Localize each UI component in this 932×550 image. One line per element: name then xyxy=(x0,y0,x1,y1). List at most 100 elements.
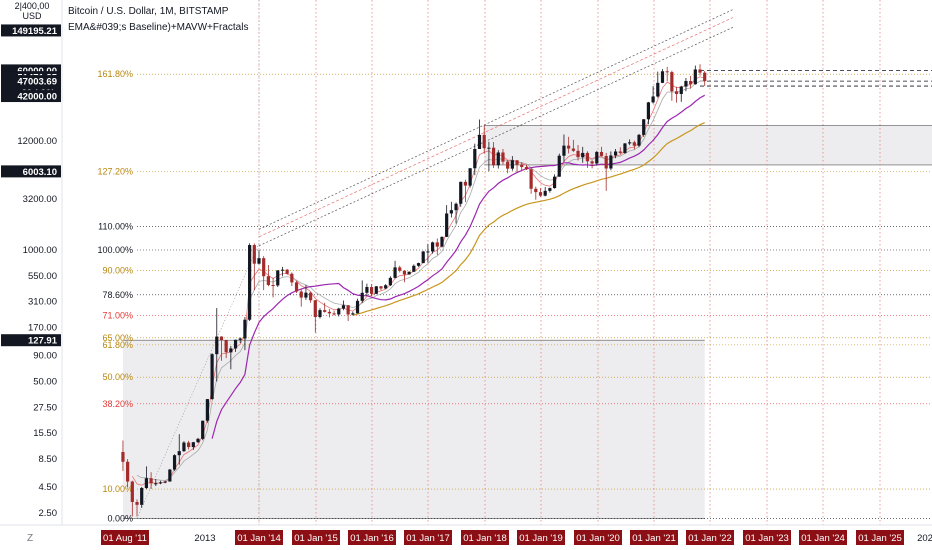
candle-2018-11[interactable] xyxy=(529,167,533,194)
candle-2012-05[interactable] xyxy=(163,480,167,484)
candle-2015-12[interactable] xyxy=(365,283,369,297)
candle-2013-08[interactable] xyxy=(233,339,238,352)
candle-2013-04[interactable] xyxy=(215,308,219,382)
candle-2012-04[interactable] xyxy=(158,480,163,485)
candle-2021-11[interactable] xyxy=(698,64,702,76)
candle-2021-10[interactable] xyxy=(693,65,697,85)
candle-2016-11[interactable] xyxy=(416,262,421,267)
candle-2013-01[interactable] xyxy=(201,420,205,441)
candle-2016-12[interactable] xyxy=(421,250,425,264)
candle-2014-12[interactable] xyxy=(309,291,313,303)
candle-2013-12[interactable] xyxy=(252,243,256,291)
candle-2020-06[interactable] xyxy=(618,147,622,155)
candle-2021-12[interactable] xyxy=(703,71,707,87)
candle-2014-03[interactable] xyxy=(266,265,270,287)
candle-2019-07[interactable] xyxy=(567,136,571,154)
candle-2017-10[interactable] xyxy=(468,168,472,188)
candle-2012-10[interactable] xyxy=(187,440,191,450)
candle-2020-02[interactable] xyxy=(599,146,604,157)
candle-2018-12[interactable] xyxy=(534,186,538,200)
candle-2021-05[interactable] xyxy=(670,70,674,101)
candle-2016-04[interactable] xyxy=(384,284,388,290)
candle-2012-03[interactable] xyxy=(154,479,158,487)
candle-2019-06[interactable] xyxy=(562,134,566,162)
candle-2015-03[interactable] xyxy=(323,302,327,313)
candle-2018-07[interactable] xyxy=(510,156,514,171)
candle-2021-02[interactable] xyxy=(656,71,660,98)
candle-2012-01[interactable] xyxy=(144,466,148,490)
candle-2021-06[interactable] xyxy=(674,86,679,103)
candle-2014-11[interactable] xyxy=(304,285,308,300)
candle-2019-12[interactable] xyxy=(590,160,594,169)
candle-2014-09[interactable] xyxy=(294,280,299,294)
candle-2020-01[interactable] xyxy=(595,150,599,166)
candle-2017-03[interactable] xyxy=(435,238,439,256)
zoom-toggle-button[interactable]: Z xyxy=(27,533,33,544)
candle-2021-04[interactable] xyxy=(665,66,669,82)
candle-2017-09[interactable] xyxy=(463,179,468,203)
candle-2018-08[interactable] xyxy=(515,160,519,173)
candle-2015-05[interactable] xyxy=(332,310,336,316)
candle-2020-09[interactable] xyxy=(632,140,636,150)
candle-2013-11[interactable] xyxy=(248,243,252,322)
candle-2019-11[interactable] xyxy=(585,151,590,168)
candle-2020-05[interactable] xyxy=(613,148,618,159)
candle-2012-09[interactable] xyxy=(182,441,186,453)
candle-2016-08[interactable] xyxy=(402,270,407,283)
candle-2020-08[interactable] xyxy=(628,139,632,146)
candle-2012-07[interactable] xyxy=(172,454,177,471)
candle-2017-08[interactable] xyxy=(459,181,463,207)
candle-2012-11[interactable] xyxy=(191,441,195,450)
candle-2014-04[interactable] xyxy=(271,277,275,298)
candle-2018-02[interactable] xyxy=(487,141,491,172)
candle-2017-01[interactable] xyxy=(426,243,430,263)
candle-2014-07[interactable] xyxy=(285,268,289,275)
candle-2014-02[interactable] xyxy=(262,256,266,291)
candle-2020-12[interactable] xyxy=(646,101,651,125)
candle-2014-05[interactable] xyxy=(276,270,280,288)
candle-2019-08[interactable] xyxy=(571,139,575,152)
candle-2012-08[interactable] xyxy=(177,434,181,465)
candle-2019-01[interactable] xyxy=(538,188,543,197)
candle-2019-04[interactable] xyxy=(552,174,557,189)
candle-2016-06[interactable] xyxy=(393,260,397,279)
candle-2018-10[interactable] xyxy=(524,164,529,170)
candle-2013-05[interactable] xyxy=(219,336,224,361)
candle-2011-08[interactable] xyxy=(121,440,125,471)
candle-2021-07[interactable] xyxy=(679,85,683,102)
candle-2020-11[interactable] xyxy=(642,119,646,137)
candle-2012-12[interactable] xyxy=(196,437,200,443)
candle-2013-02[interactable] xyxy=(205,398,209,423)
candle-2021-08[interactable] xyxy=(684,77,688,92)
candle-2011-11[interactable] xyxy=(135,499,139,517)
candle-2016-09[interactable] xyxy=(407,271,411,275)
candle-2016-05[interactable] xyxy=(388,276,392,287)
candle-2011-09[interactable] xyxy=(126,459,130,488)
candle-2019-05[interactable] xyxy=(557,153,561,177)
candle-2015-06[interactable] xyxy=(337,307,341,317)
candle-2013-03[interactable] xyxy=(210,353,214,400)
candle-2015-11[interactable] xyxy=(360,280,364,303)
candle-2017-11[interactable] xyxy=(473,143,477,176)
candle-2015-09[interactable] xyxy=(351,311,355,316)
candle-2013-10[interactable] xyxy=(243,317,247,351)
candle-2017-04[interactable] xyxy=(440,236,444,248)
candle-2012-06[interactable] xyxy=(168,468,172,482)
candle-2020-10[interactable] xyxy=(637,133,641,148)
candle-2017-12[interactable] xyxy=(477,119,482,149)
candle-2019-02[interactable] xyxy=(543,187,547,197)
candle-2016-10[interactable] xyxy=(412,264,416,273)
candle-2018-09[interactable] xyxy=(520,162,524,171)
candle-2013-06[interactable] xyxy=(224,339,228,359)
candle-2014-08[interactable] xyxy=(290,272,294,287)
candle-2011-10[interactable] xyxy=(130,480,134,517)
candle-2018-05[interactable] xyxy=(501,149,505,165)
candle-2017-07[interactable] xyxy=(454,202,458,224)
candle-2016-01[interactable] xyxy=(370,284,374,297)
candle-2013-07[interactable] xyxy=(229,346,233,370)
candle-2015-07[interactable] xyxy=(341,300,346,311)
candle-2018-01[interactable] xyxy=(482,125,486,154)
candle-2015-04[interactable] xyxy=(327,309,331,318)
candle-2021-01[interactable] xyxy=(651,86,655,104)
